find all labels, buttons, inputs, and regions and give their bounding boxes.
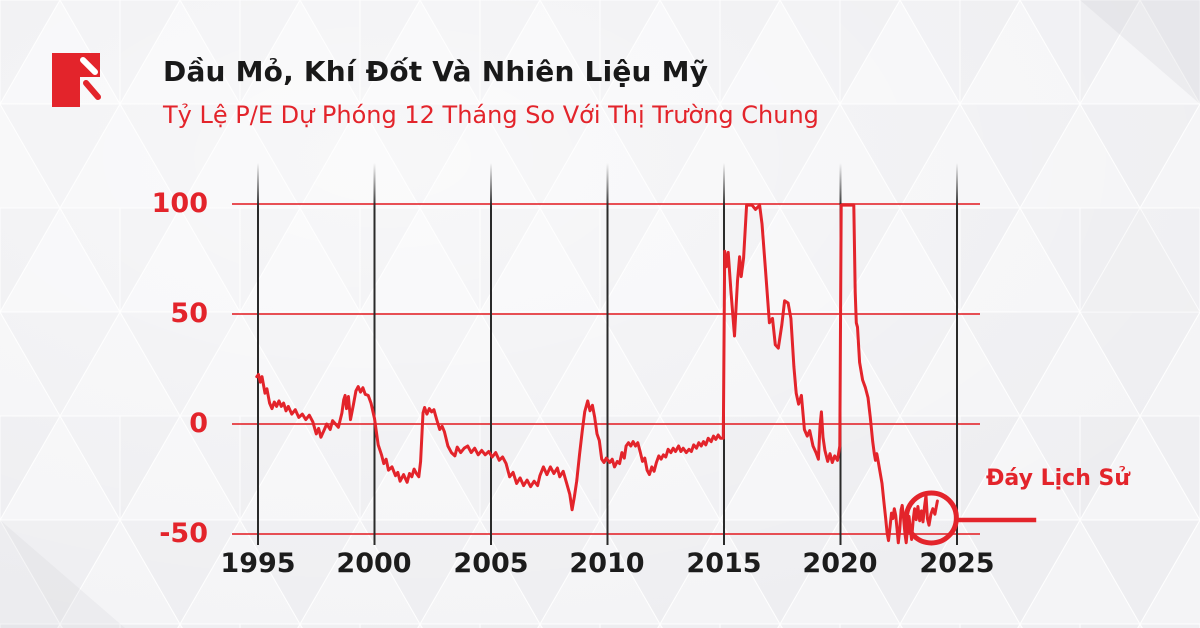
series-line [255, 203, 939, 545]
annotation-group [903, 490, 1037, 546]
y-axis-tick-100: 100 [151, 188, 208, 219]
x-axis-tick-2005: 2005 [453, 548, 529, 579]
y-axis-tick-0: 0 [189, 408, 208, 439]
page-title: Dầu Mỏ, Khí Đốt Và Nhiên Liệu Mỹ [163, 55, 709, 88]
value-gridlines [232, 203, 980, 535]
x-axis-tick-2000: 2000 [336, 548, 412, 579]
year-gridlines [257, 163, 958, 545]
annotation-label: Đáy Lịch Sử [986, 466, 1131, 491]
y-axis-tick-50: 50 [170, 298, 208, 329]
brand-logo [52, 53, 101, 107]
x-axis-tick-1995: 1995 [220, 548, 296, 579]
logo-white-slash-icon [80, 57, 98, 75]
page-subtitle: Tỷ Lệ P/E Dự Phóng 12 Tháng So Với Thị T… [163, 101, 819, 129]
logo-red-slash-icon [83, 80, 101, 100]
x-axis-tick-2020: 2020 [802, 548, 878, 579]
x-axis-tick-2010: 2010 [569, 548, 645, 579]
x-axis-tick-2025: 2025 [919, 548, 995, 579]
x-axis-tick-2015: 2015 [686, 548, 762, 579]
y-axis-tick-neg50: -50 [159, 518, 208, 549]
annotation-circle [903, 490, 959, 546]
